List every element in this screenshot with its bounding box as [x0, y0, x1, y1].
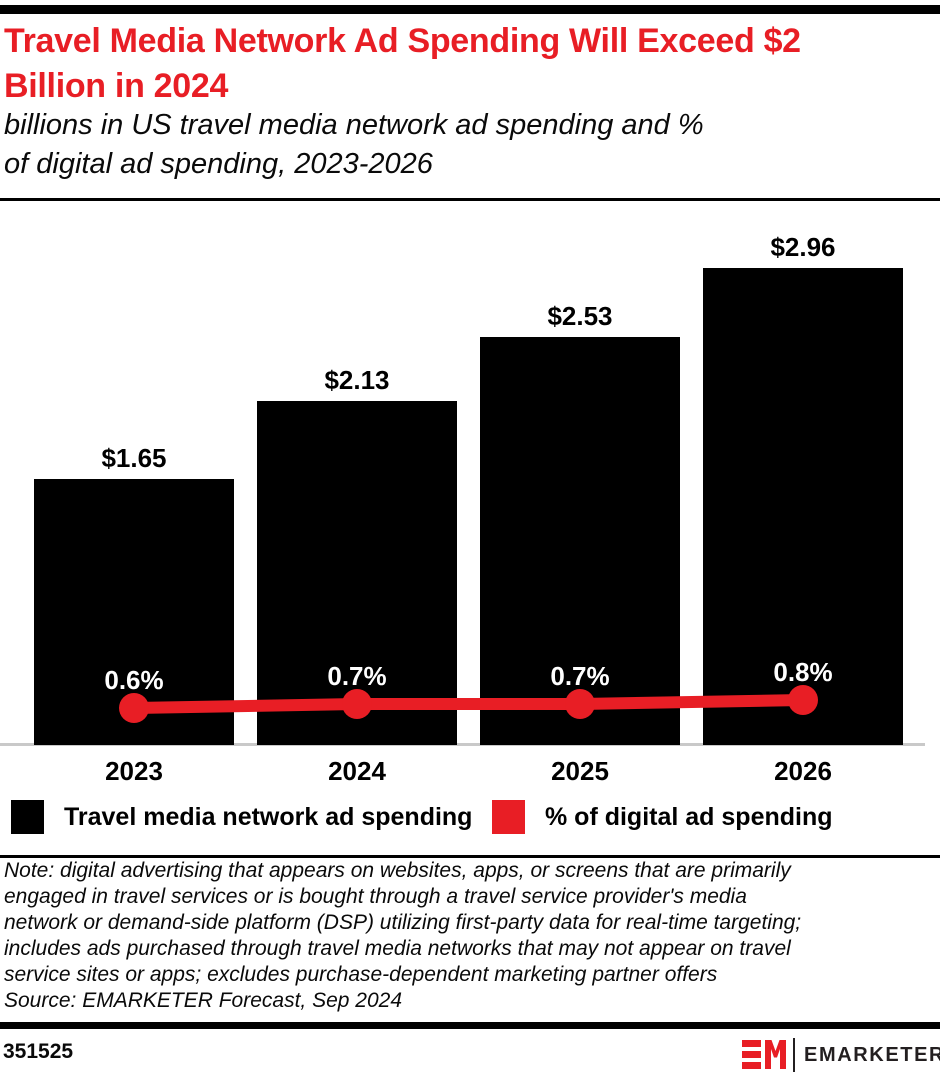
source-line: Source: EMARKETER Forecast, Sep 2024	[4, 989, 403, 1012]
note-line-3: network or demand-side platform (DSP) ut…	[4, 911, 802, 934]
x-axis-label: 2025	[551, 756, 609, 786]
header-divider	[0, 198, 940, 201]
legend-item-1: Travel media network ad spending	[11, 800, 472, 834]
note-line-1: Note: digital advertising that appears o…	[4, 859, 791, 882]
bar-2026	[703, 268, 903, 745]
bar-2025	[480, 337, 680, 745]
legend-label-1: Travel media network ad spending	[64, 802, 473, 831]
x-axis-label: 2024	[328, 756, 386, 786]
bar-value-label: $2.13	[324, 365, 390, 395]
x-axis-label: 2023	[105, 756, 163, 786]
logo-divider	[793, 1038, 795, 1072]
note-line-4: includes ads purchased through travel me…	[4, 937, 791, 960]
emarketer-logo: EMARKETER	[742, 1038, 940, 1072]
legend-item-2: % of digital ad spending	[492, 800, 833, 834]
legend: Travel media network ad spending % of dig…	[0, 800, 940, 834]
legend-divider	[0, 855, 940, 858]
legend-label-2: % of digital ad spending	[545, 802, 833, 831]
note-line-2: engaged in travel services or is bought …	[4, 885, 747, 908]
bar-2024	[257, 401, 457, 745]
chart-id: 351525	[3, 1040, 74, 1063]
line-value-label: 0.6%	[104, 665, 164, 695]
note-block: Note: digital advertising that appears o…	[4, 858, 938, 1014]
chart-subtitle: billions in US travel media network ad s…	[4, 106, 704, 184]
emarketer-wordmark: EMARKETER	[804, 1043, 940, 1066]
line-value-label: 0.7%	[550, 661, 610, 691]
chart-subtitle-line-2: of digital ad spending, 2023-2026	[4, 148, 433, 180]
bar-2023	[34, 479, 234, 745]
legend-swatch-2	[492, 800, 525, 834]
legend-swatch-1	[11, 800, 44, 834]
chart-title: Travel Media Network Ad Spending Will Ex…	[4, 19, 801, 109]
bar-line-chart: $1.65 2023 $2.13 2024 $2.53 2025 $2.96 2026 0.6%…	[0, 205, 940, 800]
chart-subtitle-line-1: billions in US travel media network ad s…	[4, 109, 704, 141]
note-line-5: service sites or apps; excludes purchase…	[4, 963, 718, 986]
top-accent-bar	[0, 5, 940, 14]
bar-value-label: $2.96	[770, 232, 836, 262]
x-axis-label: 2026	[774, 756, 832, 786]
chart-title-line-2: Billion in 2024	[4, 67, 229, 105]
line-value-label: 0.7%	[327, 661, 387, 691]
bar-value-label: $1.65	[101, 443, 167, 473]
footer-divider	[0, 1022, 940, 1029]
chart-title-line-1: Travel Media Network Ad Spending Will Ex…	[4, 22, 801, 60]
bar-value-label: $2.53	[547, 301, 613, 331]
em-monogram-icon	[742, 1040, 786, 1069]
x-axis-line	[0, 743, 925, 746]
line-value-label: 0.8%	[773, 657, 833, 687]
